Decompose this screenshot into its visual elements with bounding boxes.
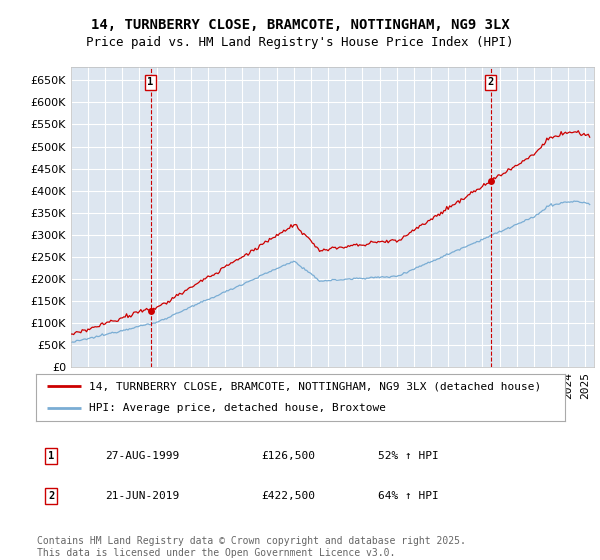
Text: HPI: Average price, detached house, Broxtowe: HPI: Average price, detached house, Brox… [89, 403, 386, 413]
Text: 14, TURNBERRY CLOSE, BRAMCOTE, NOTTINGHAM, NG9 3LX: 14, TURNBERRY CLOSE, BRAMCOTE, NOTTINGHA… [91, 18, 509, 32]
Text: Contains HM Land Registry data © Crown copyright and database right 2025.
This d: Contains HM Land Registry data © Crown c… [37, 536, 466, 558]
Text: 21-JUN-2019: 21-JUN-2019 [105, 491, 179, 501]
Text: 2: 2 [48, 491, 54, 501]
Text: £422,500: £422,500 [261, 491, 315, 501]
Text: Price paid vs. HM Land Registry's House Price Index (HPI): Price paid vs. HM Land Registry's House … [86, 36, 514, 49]
Text: £126,500: £126,500 [261, 451, 315, 461]
Text: 1: 1 [148, 77, 154, 87]
Text: 2: 2 [487, 77, 494, 87]
Text: 1: 1 [48, 451, 54, 461]
Text: 14, TURNBERRY CLOSE, BRAMCOTE, NOTTINGHAM, NG9 3LX (detached house): 14, TURNBERRY CLOSE, BRAMCOTE, NOTTINGHA… [89, 381, 541, 391]
Text: 27-AUG-1999: 27-AUG-1999 [105, 451, 179, 461]
Text: 64% ↑ HPI: 64% ↑ HPI [378, 491, 439, 501]
Text: 52% ↑ HPI: 52% ↑ HPI [378, 451, 439, 461]
